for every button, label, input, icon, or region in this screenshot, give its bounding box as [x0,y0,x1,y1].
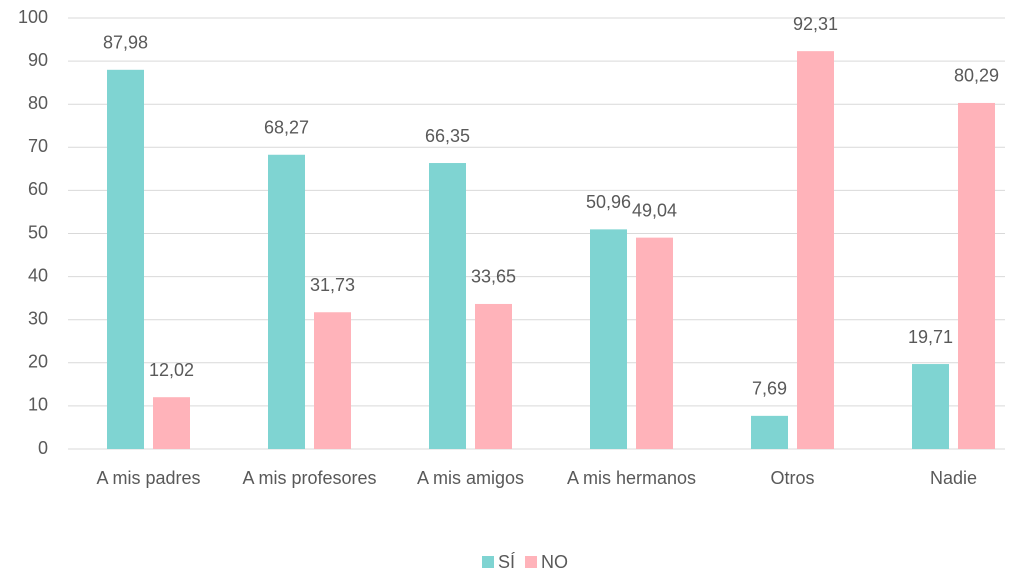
bar [590,229,627,449]
y-tick-label: 30 [28,308,48,328]
y-tick-label: 50 [28,222,48,242]
data-label: 49,04 [632,200,677,220]
bar [153,397,190,449]
bar [958,102,995,449]
x-tick-label: A mis profesores [242,468,376,488]
y-tick-label: 100 [18,7,48,27]
y-tick-label: 10 [28,395,48,415]
data-label: 12,02 [149,360,194,380]
y-tick-label: 80 [28,93,48,113]
bar [107,69,144,449]
bar [475,303,512,449]
legend-swatch [482,556,494,568]
bar [314,312,351,449]
y-tick-label: 20 [28,352,48,372]
y-tick-label: 0 [38,438,48,458]
data-label: 92,31 [793,14,838,34]
bar [636,237,673,449]
data-label: 7,69 [752,379,787,399]
x-tick-label: A mis padres [96,468,200,488]
x-tick-label: Nadie [930,468,977,488]
data-label: 87,98 [103,33,148,53]
data-label: 33,65 [471,267,516,287]
x-tick-label: A mis amigos [417,468,524,488]
legend-label: SÍ [498,552,515,572]
data-label: 50,96 [586,192,631,212]
data-label: 66,35 [425,126,470,146]
data-label: 68,27 [264,118,309,138]
bar [751,415,788,449]
x-tick-label: A mis hermanos [567,468,696,488]
y-tick-label: 40 [28,265,48,285]
data-label: 31,73 [310,275,355,295]
legend-label: NO [541,552,568,572]
data-label: 80,29 [954,66,999,86]
bar [912,364,949,449]
y-tick-label: 70 [28,136,48,156]
y-tick-label: 90 [28,50,48,70]
y-tick-label: 60 [28,179,48,199]
bar [797,51,834,450]
data-label: 19,71 [908,327,953,347]
bar [268,154,305,450]
bar [429,163,466,449]
legend-swatch [525,556,538,568]
x-tick-label: Otros [770,468,814,488]
